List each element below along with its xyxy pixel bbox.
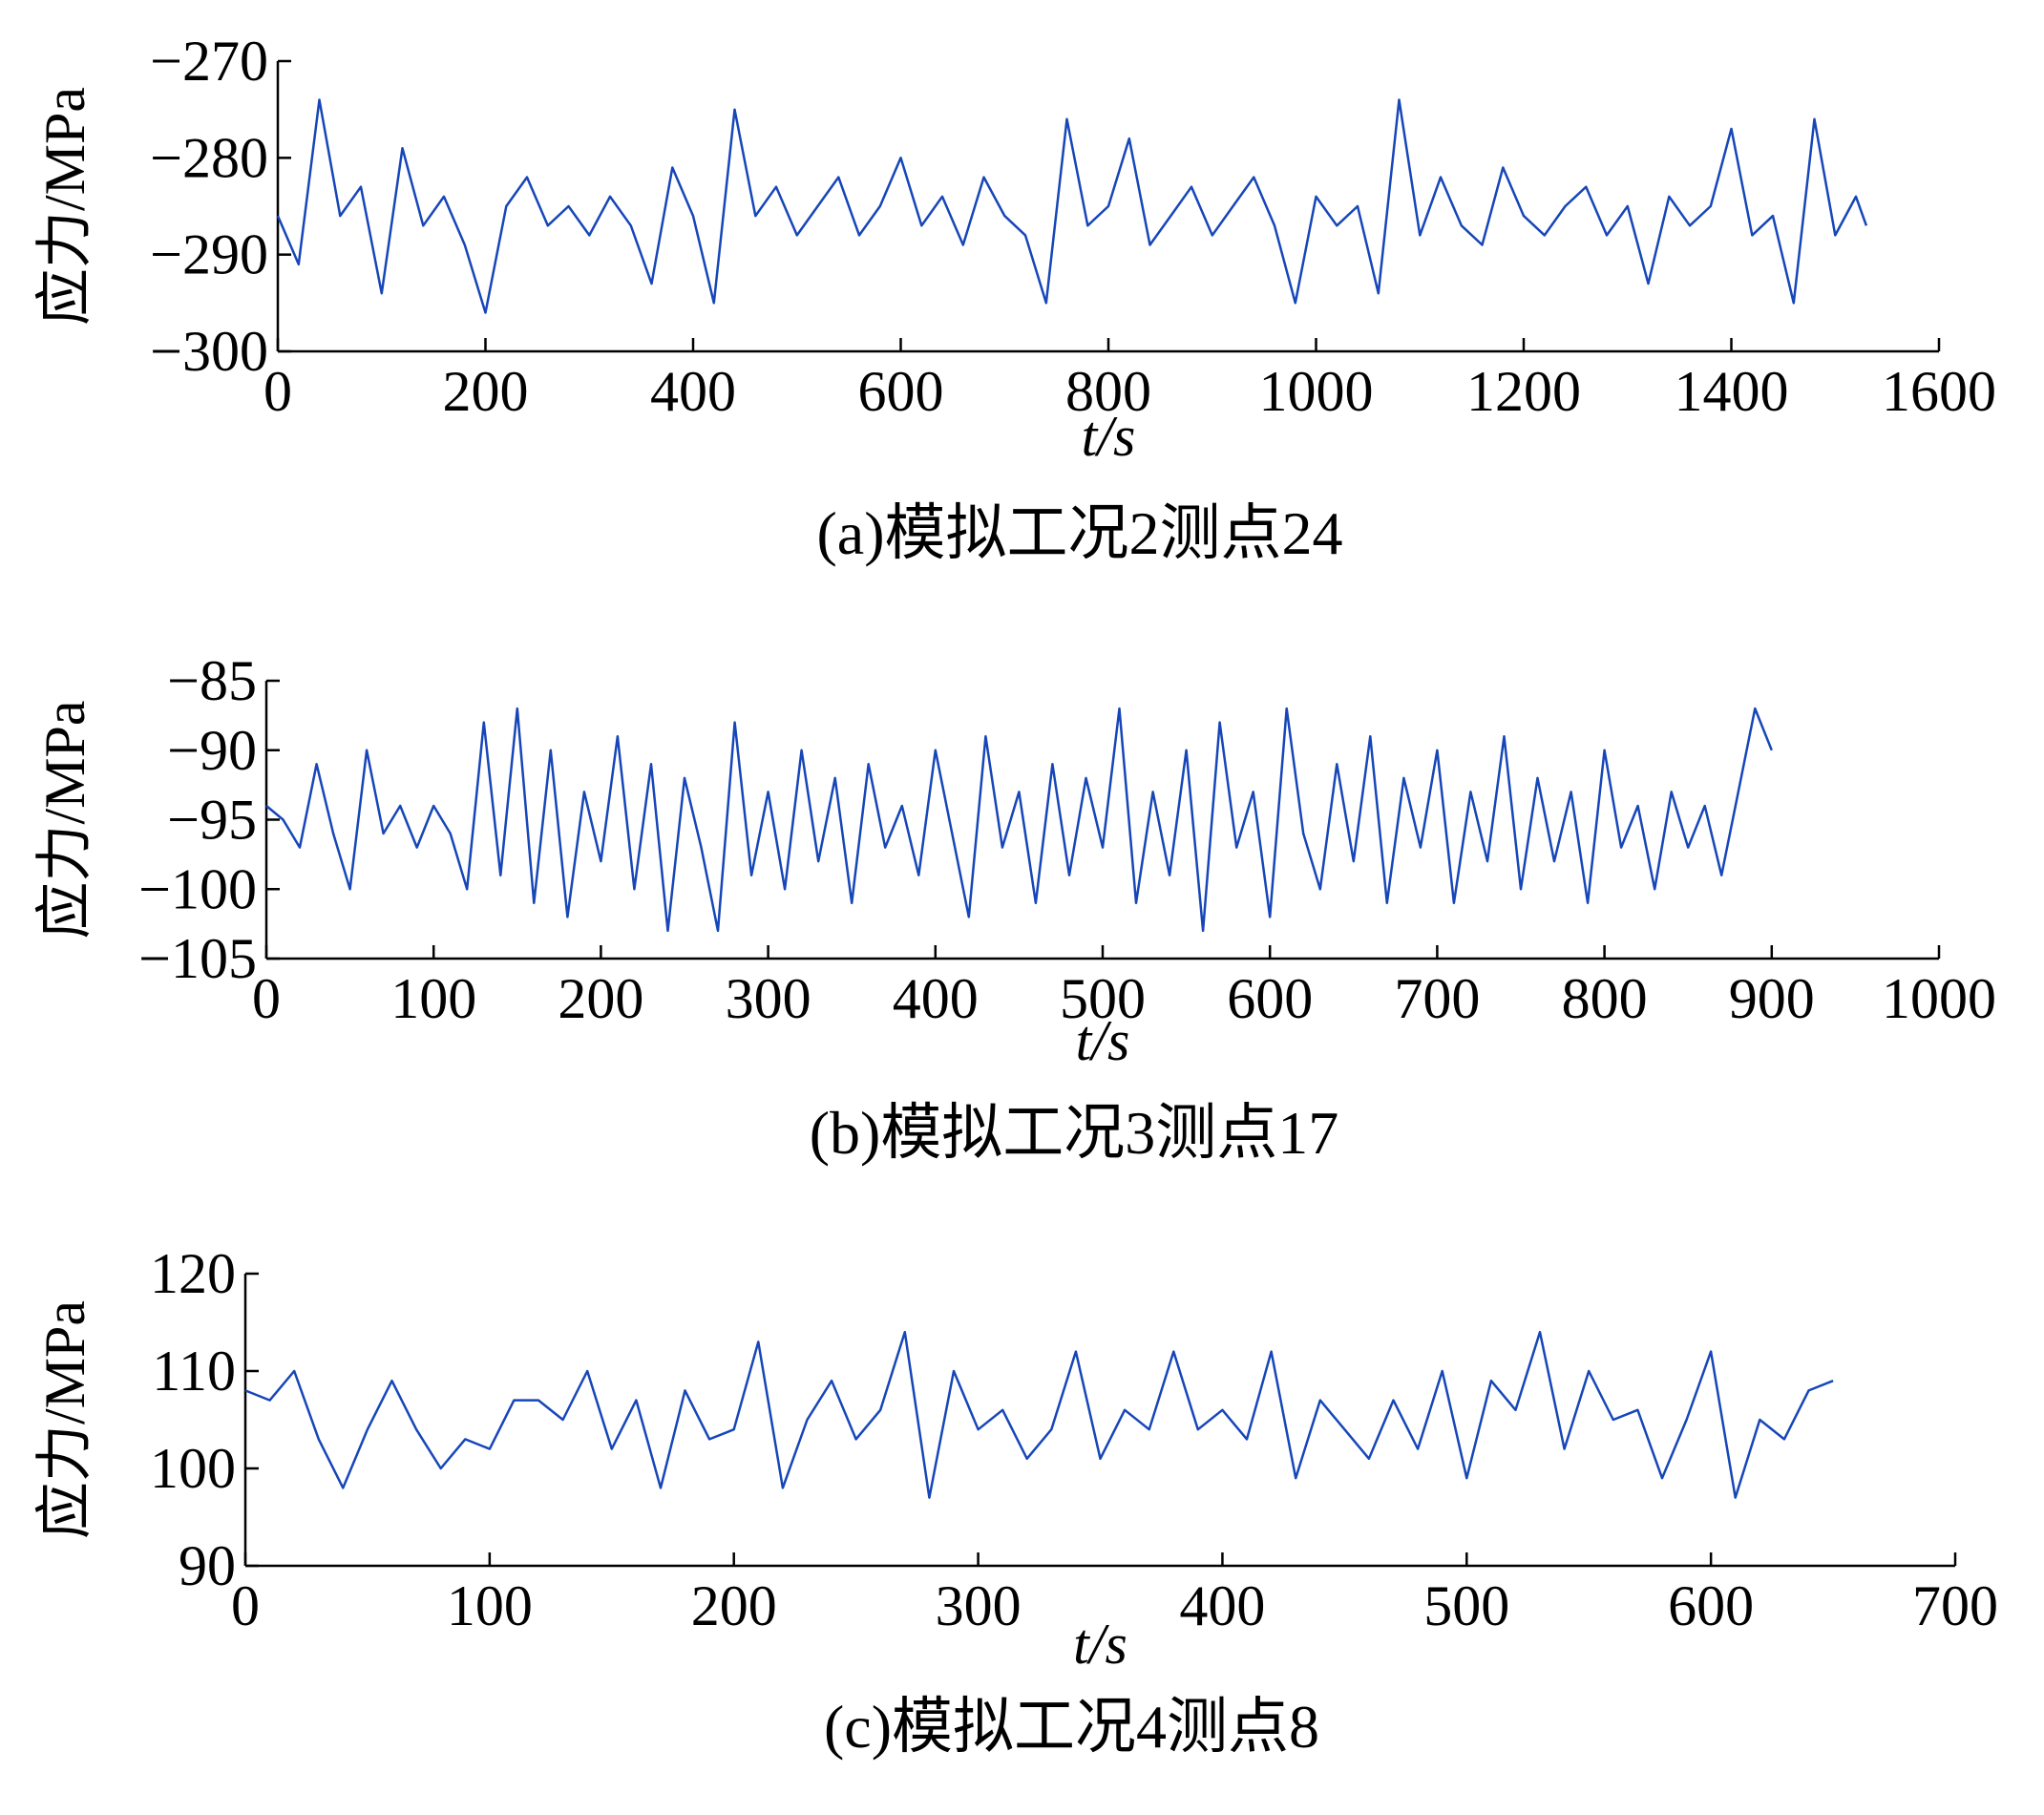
y-tick-label: −290 xyxy=(150,223,268,286)
x-tick-label: 0 xyxy=(231,1574,260,1637)
x-tick-label: 300 xyxy=(936,1574,1022,1637)
y-tick-label: −300 xyxy=(150,320,268,383)
x-axis-label: t/s xyxy=(1076,1009,1130,1072)
x-tick-label: 400 xyxy=(893,967,979,1030)
caption: (b)模拟工况3测点17 xyxy=(810,1099,1339,1167)
signal-line xyxy=(244,1330,1834,1499)
x-tick-label: 1400 xyxy=(1675,360,1789,423)
y-axis-label: 应力/MPa xyxy=(33,1300,96,1539)
signal-line xyxy=(276,98,1868,314)
y-tick-label: 120 xyxy=(150,1242,236,1305)
y-tick-label: 100 xyxy=(150,1437,236,1500)
y-tick-label: −95 xyxy=(167,789,257,852)
caption: (a)模拟工况2测点24 xyxy=(816,499,1342,567)
signal-line xyxy=(265,707,1773,933)
x-tick-label: 1600 xyxy=(1882,360,1996,423)
x-axis-label: t/s xyxy=(1073,1613,1127,1676)
y-tick-label: 90 xyxy=(179,1534,236,1597)
x-tick-label: 300 xyxy=(726,967,811,1030)
x-tick-label: 100 xyxy=(447,1574,533,1637)
x-tick-label: 1000 xyxy=(1882,967,1996,1030)
caption: (c)模拟工况4测点8 xyxy=(824,1693,1319,1761)
y-tick-label: −270 xyxy=(150,30,268,93)
x-tick-label: 600 xyxy=(1668,1574,1754,1637)
x-tick-label: 200 xyxy=(443,360,529,423)
x-tick-label: 700 xyxy=(1394,967,1480,1030)
y-tick-label: −105 xyxy=(138,927,257,990)
x-tick-label: 1200 xyxy=(1466,360,1581,423)
y-tick-label: −90 xyxy=(167,719,257,782)
x-tick-label: 200 xyxy=(691,1574,777,1637)
x-tick-label: 700 xyxy=(1912,1574,1998,1637)
x-tick-label: 500 xyxy=(1060,967,1146,1030)
y-tick-label: −280 xyxy=(150,126,268,189)
x-tick-label: 100 xyxy=(390,967,476,1030)
y-tick-label: −100 xyxy=(138,857,257,920)
y-tick-label: −85 xyxy=(167,649,257,712)
x-tick-label: 800 xyxy=(1065,360,1151,423)
x-tick-label: 200 xyxy=(558,967,643,1030)
y-tick-label: 110 xyxy=(152,1340,236,1403)
x-tick-label: 600 xyxy=(858,360,944,423)
x-tick-label: 600 xyxy=(1227,967,1313,1030)
x-tick-label: 400 xyxy=(1179,1574,1265,1637)
x-tick-label: 800 xyxy=(1562,967,1648,1030)
y-axis-label: 应力/MPa xyxy=(33,87,96,326)
x-tick-label: 400 xyxy=(650,360,736,423)
x-tick-label: 0 xyxy=(263,360,292,423)
x-tick-label: 1000 xyxy=(1259,360,1374,423)
x-tick-label: 500 xyxy=(1423,1574,1509,1637)
y-axis-label: 应力/MPa xyxy=(33,700,96,939)
x-axis-label: t/s xyxy=(1082,405,1136,468)
x-tick-label: 0 xyxy=(252,967,281,1030)
x-tick-label: 900 xyxy=(1729,967,1815,1030)
